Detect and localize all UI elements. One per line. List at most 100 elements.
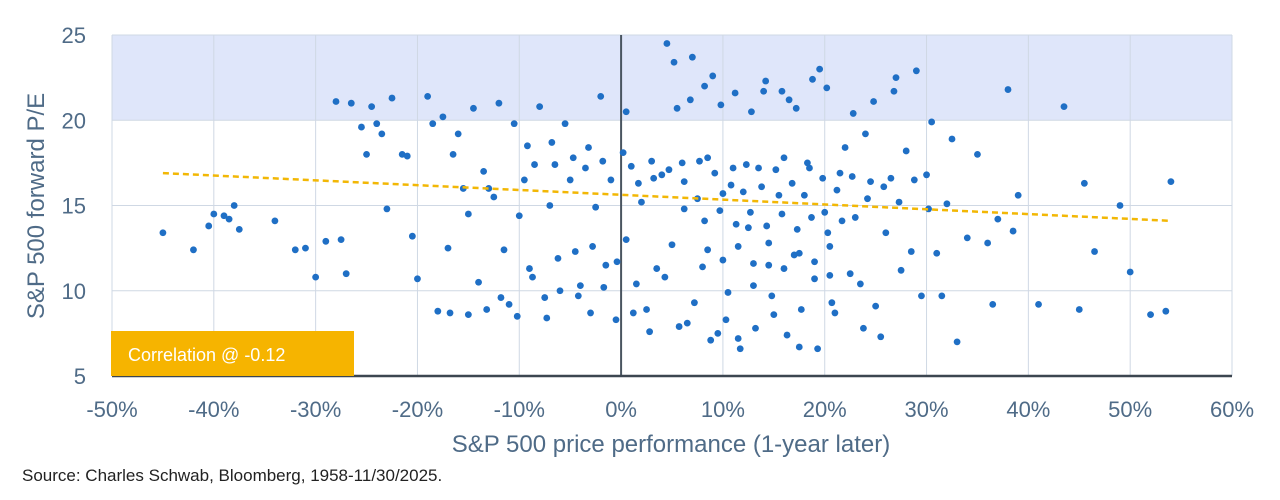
data-point — [750, 260, 757, 267]
data-point — [760, 87, 768, 95]
data-point — [910, 176, 918, 184]
data-point — [890, 87, 898, 95]
data-points — [159, 40, 1175, 353]
data-point — [332, 98, 340, 105]
data-point — [434, 307, 442, 315]
data-point — [225, 215, 233, 223]
data-point — [449, 150, 457, 158]
data-point — [571, 248, 579, 255]
data-point — [780, 154, 788, 162]
data-point — [205, 222, 213, 230]
data-point — [989, 300, 997, 308]
data-point — [520, 176, 528, 184]
data-point — [1116, 202, 1124, 209]
data-point — [758, 183, 765, 191]
data-point — [526, 265, 533, 272]
data-point — [848, 173, 856, 180]
x-tick-label: -30% — [290, 397, 341, 422]
y-tick-label: 20 — [62, 108, 86, 133]
data-point — [704, 154, 712, 162]
data-point — [650, 174, 658, 182]
data-point — [963, 234, 971, 242]
data-point — [821, 208, 829, 216]
data-point — [877, 333, 885, 341]
data-point — [548, 139, 556, 146]
data-point — [727, 181, 735, 189]
data-point — [846, 270, 854, 278]
data-point — [918, 292, 925, 300]
data-point — [312, 273, 320, 281]
x-tick-label: 50% — [1108, 397, 1152, 422]
data-point — [824, 229, 832, 237]
data-point — [928, 118, 936, 126]
data-point — [561, 120, 569, 128]
data-point — [383, 205, 391, 213]
data-point — [602, 261, 610, 269]
data-point — [943, 200, 951, 208]
data-point — [480, 168, 488, 175]
data-point — [1080, 179, 1088, 187]
data-point — [582, 164, 589, 172]
data-point — [368, 103, 376, 111]
data-point — [887, 174, 895, 182]
data-point — [589, 243, 596, 250]
data-point — [895, 198, 903, 206]
data-point — [159, 229, 167, 237]
data-point — [378, 130, 386, 138]
data-point — [599, 157, 607, 165]
data-point — [882, 229, 890, 237]
data-point — [546, 202, 554, 209]
data-point — [513, 312, 521, 320]
data-point — [414, 275, 421, 283]
data-point — [860, 324, 867, 332]
data-point — [470, 104, 477, 112]
data-point — [358, 123, 365, 131]
data-point — [597, 92, 605, 100]
x-tick-label: 40% — [1006, 397, 1050, 422]
data-point — [627, 162, 635, 170]
data-point — [388, 94, 396, 102]
data-point — [1060, 103, 1068, 111]
source-note: Source: Charles Schwab, Bloomberg, 1958-… — [22, 466, 443, 485]
data-point — [1035, 300, 1042, 308]
data-point — [696, 157, 703, 165]
data-point — [770, 311, 778, 319]
data-point — [483, 306, 491, 313]
data-point — [554, 254, 562, 262]
data-point — [734, 243, 742, 250]
data-point — [748, 108, 755, 116]
x-tick-label: 0% — [605, 397, 637, 422]
data-point — [686, 96, 694, 104]
data-point — [566, 176, 574, 184]
data-point — [529, 273, 536, 281]
x-axis-title: S&P 500 price performance (1-year later) — [452, 431, 890, 458]
gridlines — [111, 34, 1233, 377]
data-point — [897, 266, 905, 274]
data-point — [838, 217, 846, 225]
data-point — [653, 265, 661, 272]
trend-line-group — [162, 171, 1171, 223]
data-point — [797, 306, 805, 313]
data-point — [974, 150, 981, 158]
data-point — [629, 309, 637, 317]
data-point — [1126, 268, 1134, 276]
data-point — [683, 319, 691, 327]
data-point — [490, 193, 498, 201]
correlation-badge-box — [111, 331, 354, 376]
data-point — [585, 144, 592, 151]
data-point — [747, 208, 754, 216]
data-point — [678, 159, 686, 167]
data-point — [569, 154, 577, 162]
data-point — [1009, 227, 1017, 235]
data-point — [719, 190, 727, 197]
data-point — [994, 215, 1002, 223]
data-point — [739, 188, 747, 196]
data-point — [778, 87, 786, 95]
data-point — [661, 273, 669, 281]
data-point — [833, 186, 841, 194]
data-point — [635, 179, 642, 187]
x-tick-label: -50% — [86, 397, 137, 422]
data-point — [500, 246, 508, 254]
data-point — [907, 248, 915, 255]
